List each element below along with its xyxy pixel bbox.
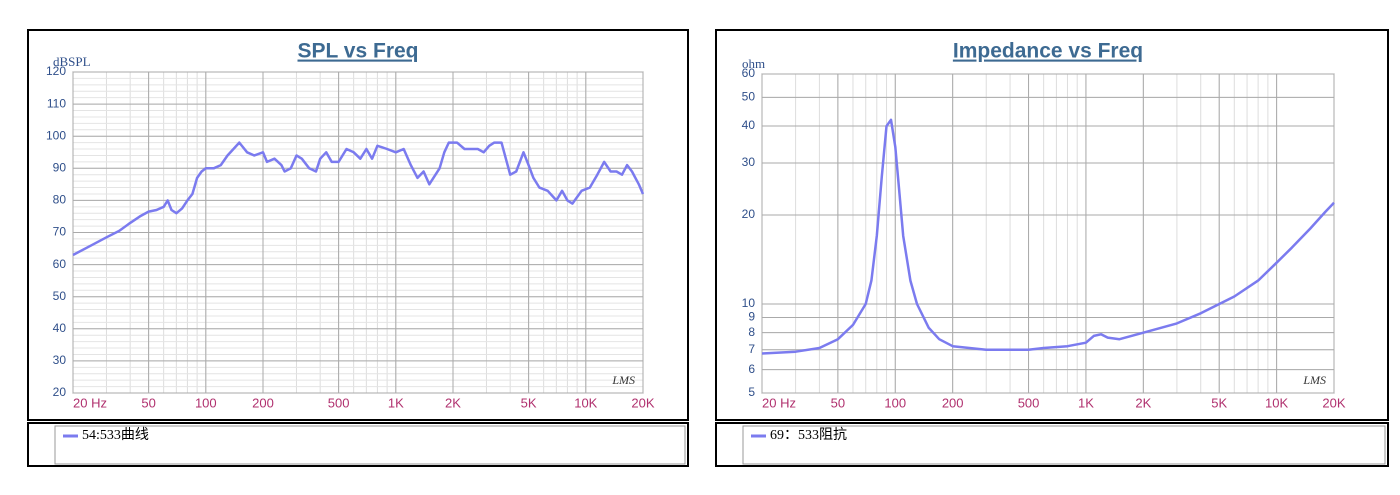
x-tick-label: 1K <box>388 395 404 410</box>
x-tick-label: 20K <box>631 395 654 410</box>
y-tick-label: 30 <box>742 155 756 169</box>
chart-title: SPL vs Freq <box>298 40 419 63</box>
y-tick-label: 50 <box>742 90 756 104</box>
chart-title: Impedance vs Freq <box>953 40 1143 63</box>
x-tick-label: 1K <box>1078 395 1094 410</box>
x-tick-label: 2K <box>1135 395 1151 410</box>
y-tick-label: 90 <box>53 160 67 174</box>
legend-inner <box>54 425 686 465</box>
y-tick-label: 9 <box>748 310 755 324</box>
x-tick-label: 5K <box>1211 395 1227 410</box>
y-tick-label: 70 <box>53 225 67 239</box>
x-tick-label: 10K <box>574 395 597 410</box>
x-tick-label: 2K <box>445 395 461 410</box>
y-tick-label: 20 <box>742 207 756 221</box>
watermark: LMS <box>1302 373 1326 387</box>
y-tick-label: 100 <box>46 128 66 142</box>
legend-frame <box>715 422 1389 467</box>
y-tick-label: 50 <box>53 289 67 303</box>
x-tick-label: 500 <box>328 395 350 410</box>
y-tick-label: 120 <box>46 64 66 78</box>
x-tick-label: 100 <box>884 395 906 410</box>
y-axis-label: ohm <box>742 56 765 71</box>
data-line <box>761 118 1335 355</box>
y-tick-label: 40 <box>53 321 67 335</box>
x-tick-label: 500 <box>1018 395 1040 410</box>
y-tick-label: 80 <box>53 193 67 207</box>
x-tick-label: 200 <box>252 395 274 410</box>
plot-area <box>761 73 1335 394</box>
y-tick-label: 60 <box>53 257 67 271</box>
watermark: LMS <box>611 373 635 387</box>
y-tick-label: 40 <box>742 118 756 132</box>
x-tick-label: 200 <box>942 395 964 410</box>
y-tick-label: 10 <box>742 296 756 310</box>
y-tick-label: 20 <box>53 385 67 399</box>
y-tick-label: 30 <box>53 353 67 367</box>
y-tick-label: 60 <box>742 66 756 80</box>
x-tick-label: 50 <box>831 395 845 410</box>
x-tick-label: 10K <box>1265 395 1288 410</box>
legend-inner <box>742 425 1386 465</box>
y-tick-label: 8 <box>748 325 755 339</box>
y-tick-label: 6 <box>748 362 755 376</box>
x-tick-label: 20 Hz <box>762 395 796 410</box>
legend-frame <box>27 422 689 467</box>
x-tick-label: 20K <box>1322 395 1345 410</box>
x-tick-label: 100 <box>195 395 217 410</box>
x-tick-label: 20 Hz <box>73 395 107 410</box>
data-line <box>72 141 645 257</box>
legend-label: 69：533阻抗 <box>770 427 847 443</box>
y-tick-label: 5 <box>748 385 755 399</box>
x-tick-label: 5K <box>521 395 537 410</box>
legend-label: 54:533曲线 <box>82 427 149 443</box>
y-tick-label: 7 <box>748 342 755 356</box>
y-tick-label: 110 <box>47 96 66 110</box>
x-tick-label: 50 <box>141 395 155 410</box>
y-axis-label: dBSPL <box>53 54 91 69</box>
